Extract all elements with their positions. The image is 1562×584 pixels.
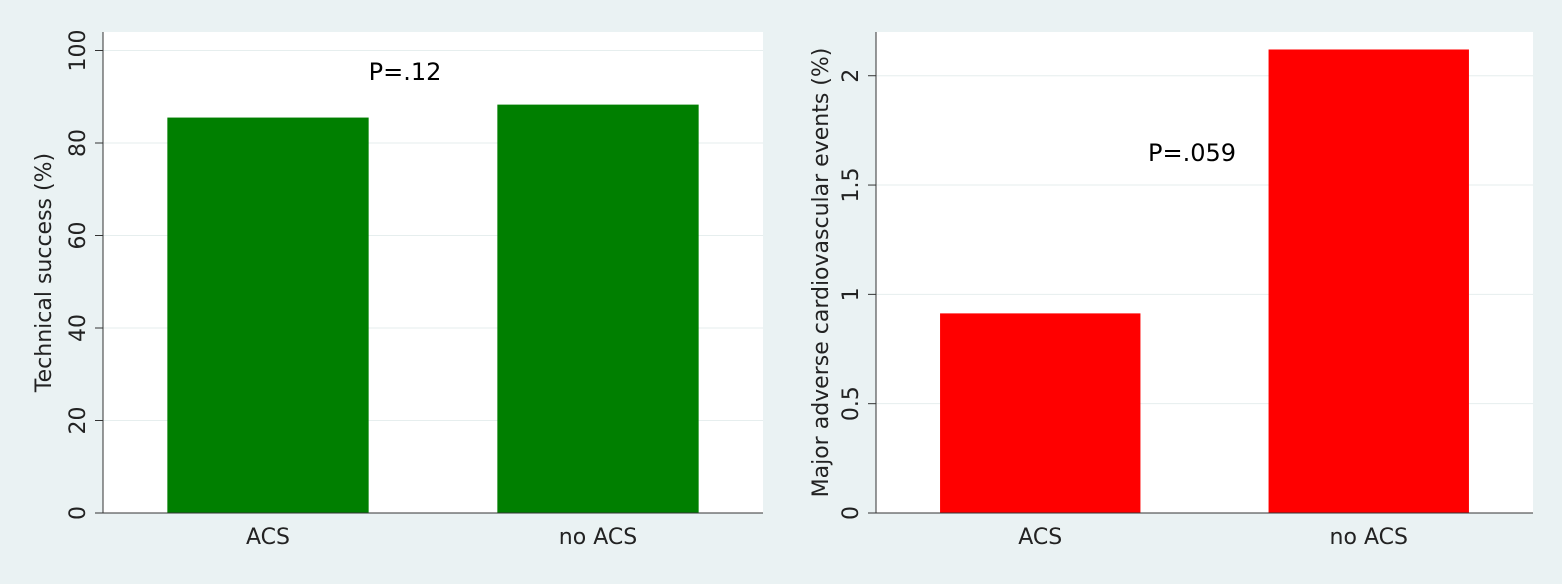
bar (940, 313, 1141, 513)
y-tick-label: 80 (66, 129, 91, 157)
y-tick-label: 60 (66, 222, 91, 250)
x-tick-label: no ACS (1330, 525, 1408, 550)
y-tick-label: 0.5 (839, 386, 864, 421)
annotation: P=.12 (369, 58, 442, 86)
x-tick-label: ACS (246, 525, 290, 550)
x-tick-label: ACS (1018, 525, 1062, 550)
bar (1268, 49, 1469, 514)
x-tick-label: no ACS (559, 525, 637, 550)
y-axis-title: Major adverse cardiovascular events (%) (809, 48, 834, 498)
y-tick-label: 100 (66, 30, 91, 72)
y-tick-label: 1 (839, 287, 864, 301)
bar (497, 104, 699, 514)
y-axis-title: Technical success (%) (32, 153, 57, 393)
y-tick-label: 1.5 (839, 168, 864, 203)
y-tick-label: 0 (66, 506, 91, 520)
y-tick-label: 0 (839, 506, 864, 520)
y-tick-label: 20 (66, 407, 91, 435)
y-tick-label: 2 (839, 69, 864, 83)
bar (167, 117, 369, 513)
y-tick-label: 40 (66, 314, 91, 342)
annotation: P=.059 (1148, 139, 1236, 167)
